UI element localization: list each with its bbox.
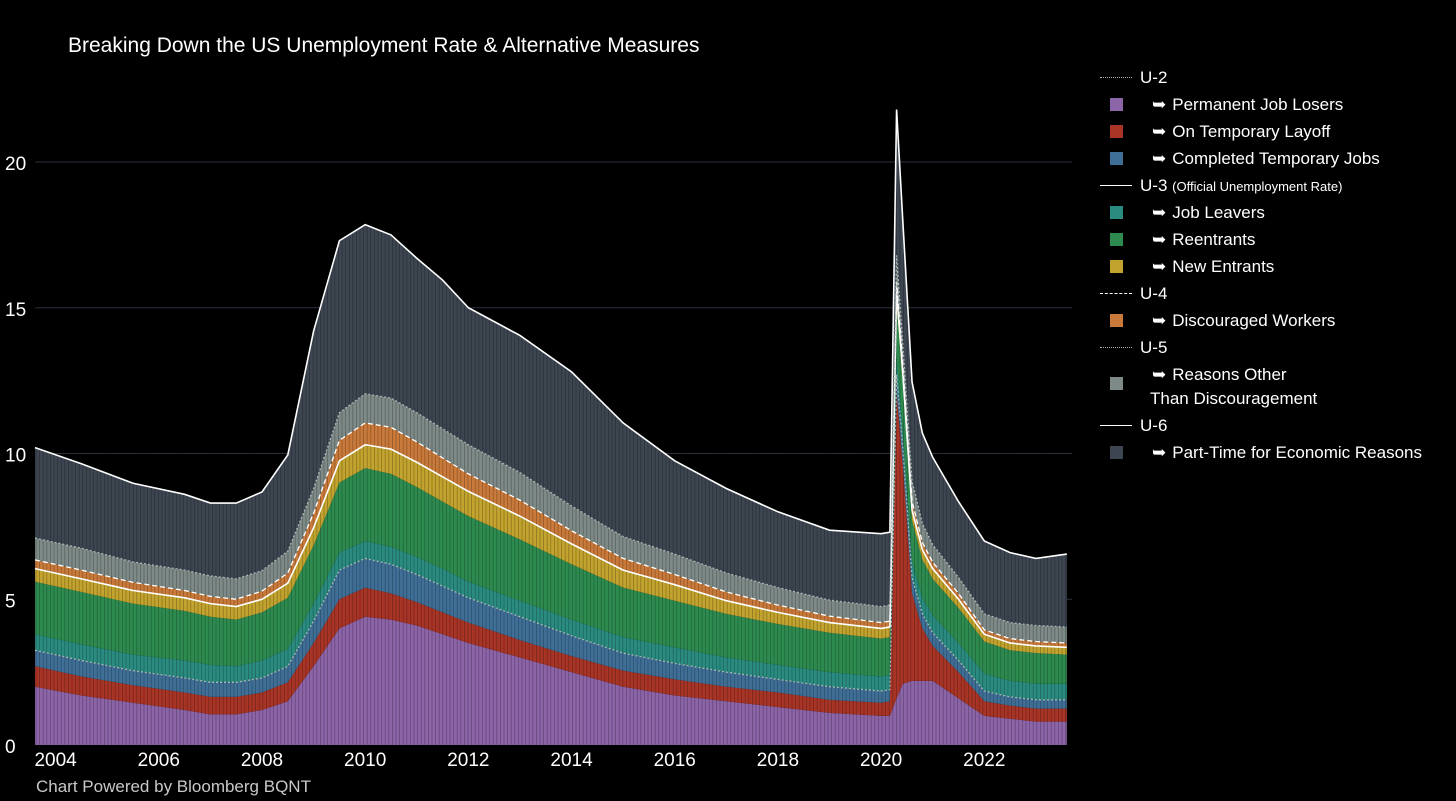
dashed-line-icon <box>1100 293 1132 294</box>
arrow-icon: ➥ <box>1152 230 1167 249</box>
x-tick-2016: 2016 <box>654 750 696 771</box>
x-tick-2004: 2004 <box>34 750 77 771</box>
axis-ticks: 0 5 10 15 20 2004 2006 2008 2010 2012 2014 2016 2018… <box>5 154 1005 771</box>
y-tick-0: 0 <box>5 737 16 758</box>
x-tick-2006: 2006 <box>138 750 180 771</box>
arrow-icon: ➥ <box>1152 95 1167 114</box>
stacked-areas <box>35 109 1067 745</box>
solid-line-icon <box>1100 425 1132 426</box>
arrow-icon: ➥ <box>1152 365 1167 384</box>
legend-item-u5[interactable]: U-5 <box>1098 334 1453 361</box>
measure-lines <box>34 109 1067 701</box>
arrow-icon: ➥ <box>1152 122 1167 141</box>
y-tick-15: 15 <box>5 300 26 321</box>
orange-swatch-icon <box>1110 314 1123 327</box>
legend-item-u6[interactable]: U-6 <box>1098 412 1453 439</box>
legend-item-u3[interactable]: U-3 (Official Unemployment Rate) <box>1098 172 1453 199</box>
dotted-line-icon <box>1100 347 1132 348</box>
legend-label-u4: U-4 <box>1140 284 1168 303</box>
legend-label-reasons-other-1: Reasons Other <box>1172 365 1287 384</box>
legend-item-u2[interactable]: U-2 <box>1098 64 1453 91</box>
y-tick-20: 20 <box>5 154 26 175</box>
arrow-icon: ➥ <box>1152 443 1167 462</box>
legend-item-permanent-job-losers[interactable]: ➥ Permanent Job Losers <box>1098 91 1453 118</box>
legend-item-reasons-other[interactable]: ➥ Reasons Other Than Discouragement <box>1098 361 1453 412</box>
line-u-2 <box>34 374 1067 701</box>
legend-label-u2: U-2 <box>1140 68 1168 87</box>
legend-label-u3: U-3 <box>1140 176 1168 195</box>
area-reentrants <box>35 304 1067 684</box>
dotted-line-icon <box>1100 77 1132 78</box>
solid-line-icon <box>1100 185 1132 186</box>
legend-label-reasons-other-2: Than Discouragement <box>1150 389 1318 408</box>
legend-item-job-leavers[interactable]: ➥ Job Leavers <box>1098 199 1453 226</box>
line-u-4 <box>34 281 1067 644</box>
legend-item-new-entrants[interactable]: ➥ New Entrants <box>1098 253 1453 280</box>
x-tick-2022: 2022 <box>963 750 1005 771</box>
y-tick-10: 10 <box>5 446 26 467</box>
line-u-6 <box>34 109 1067 560</box>
red-swatch-icon <box>1110 125 1123 138</box>
legend-item-completed-temporary-jobs[interactable]: ➥ Completed Temporary Jobs <box>1098 145 1453 172</box>
legend-label-u5: U-5 <box>1140 338 1168 357</box>
legend-label-on-temporary-layoff: On Temporary Layoff <box>1172 122 1331 141</box>
area-permanent-job-losers <box>35 616 1067 745</box>
legend-label-job-leavers: Job Leavers <box>1172 203 1265 222</box>
arrow-icon: ➥ <box>1152 311 1167 330</box>
footer-credit: Chart Powered by Bloomberg BQNT <box>36 777 311 796</box>
slate-swatch-icon <box>1110 446 1123 459</box>
green-swatch-icon <box>1110 233 1123 246</box>
legend-label-part-time: Part-Time for Economic Reasons <box>1172 443 1422 462</box>
x-tick-2020: 2020 <box>860 750 902 771</box>
legend-item-on-temporary-layoff[interactable]: ➥ On Temporary Layoff <box>1098 118 1453 145</box>
arrow-icon: ➥ <box>1152 257 1167 276</box>
line-u-3 <box>34 291 1067 649</box>
yellow-swatch-icon <box>1110 260 1123 273</box>
grey-swatch-icon <box>1110 377 1123 390</box>
area-job-leavers <box>35 357 1067 700</box>
chart-plot: 0 5 10 15 20 2004 2006 2008 2010 2012 2014 2016 2018… <box>5 60 1072 771</box>
legend-label-discouraged-workers: Discouraged Workers <box>1172 311 1336 330</box>
bar-texture <box>35 60 1070 745</box>
arrow-icon: ➥ <box>1152 149 1167 168</box>
blue-swatch-icon <box>1110 152 1123 165</box>
legend-item-reentrants[interactable]: ➥ Reentrants <box>1098 226 1453 253</box>
legend-label-new-entrants: New Entrants <box>1172 257 1275 276</box>
purple-swatch-icon <box>1110 98 1123 111</box>
x-tick-2014: 2014 <box>550 750 593 771</box>
legend-label-completed-temporary-jobs: Completed Temporary Jobs <box>1172 149 1380 168</box>
x-tick-2012: 2012 <box>447 750 489 771</box>
legend-label-u6: U-6 <box>1140 416 1168 435</box>
area-on-temporary-layoff <box>35 392 1067 722</box>
legend-label-permanent-job-losers: Permanent Job Losers <box>1172 95 1344 114</box>
area-completed-temporary-jobs <box>35 374 1067 709</box>
legend: U-2 ➥ Permanent Job Losers ➥ On Temporary … <box>1098 64 1453 466</box>
legend-item-u4[interactable]: U-4 <box>1098 280 1453 307</box>
legend-item-part-time[interactable]: ➥ Part-Time for Economic Reasons <box>1098 439 1453 466</box>
area-reasons-other-than-discouragement <box>35 255 1067 643</box>
arrow-icon: ➥ <box>1152 203 1167 222</box>
area-part-time-for-economic-reasons <box>35 109 1067 627</box>
legend-item-discouraged-workers[interactable]: ➥ Discouraged Workers <box>1098 307 1453 334</box>
x-tick-2008: 2008 <box>241 750 283 771</box>
legend-label-reentrants: Reentrants <box>1172 230 1256 249</box>
teal-swatch-icon <box>1110 206 1123 219</box>
chart-title: Breaking Down the US Unemployment Rate &… <box>68 34 700 57</box>
x-tick-2010: 2010 <box>344 750 386 771</box>
x-tick-2018: 2018 <box>757 750 799 771</box>
y-tick-5: 5 <box>5 591 16 612</box>
legend-note-official: (Official Unemployment Rate) <box>1172 179 1343 194</box>
